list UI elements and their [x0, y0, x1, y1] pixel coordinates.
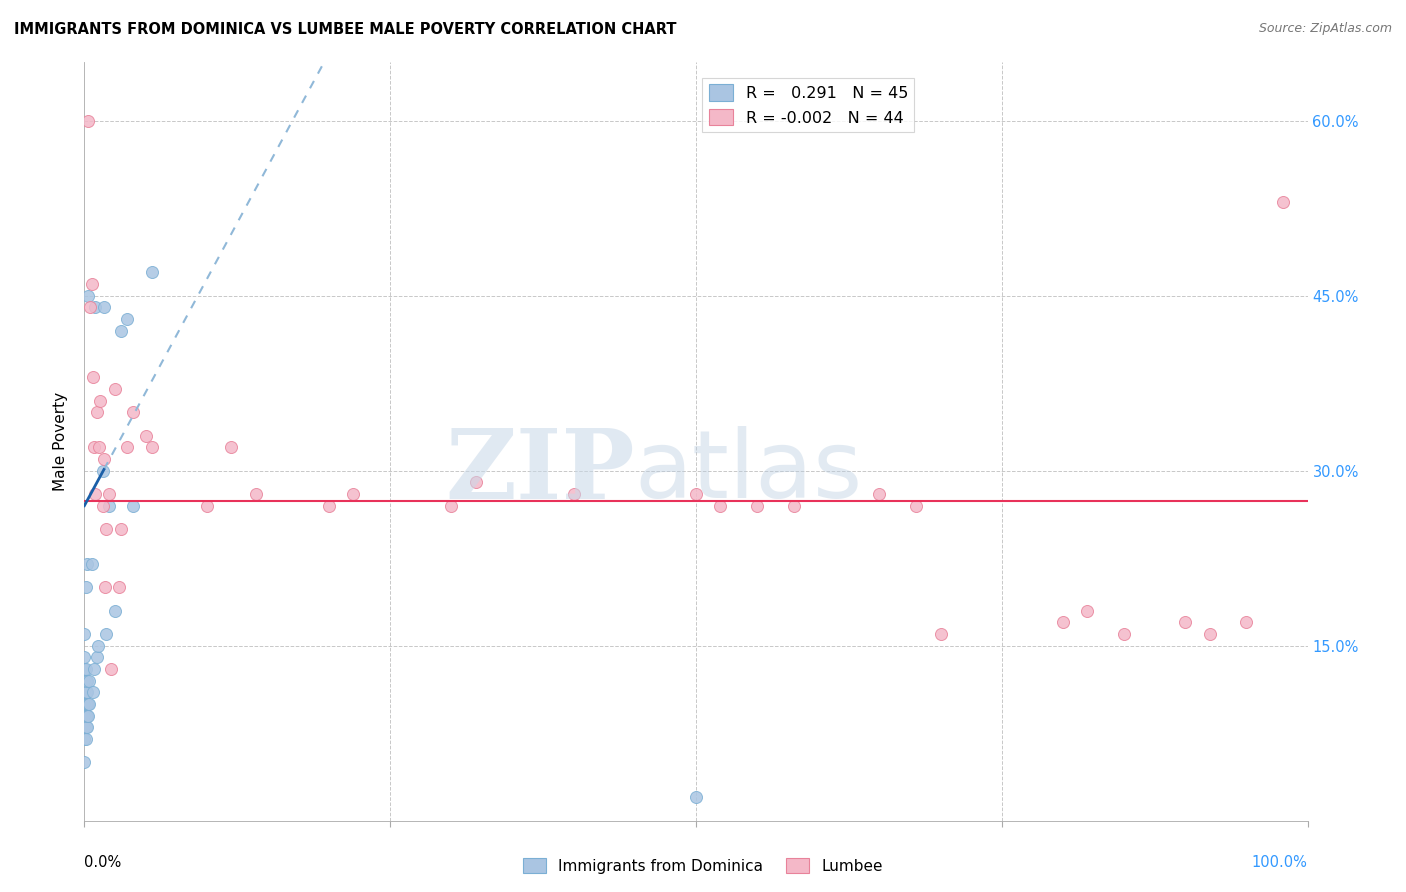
Point [77, 708, 100, 723]
Point [783, 499, 806, 513]
Point [76, 720, 98, 734]
Point [80, 277, 103, 291]
Point [97, 487, 120, 501]
Point [73, 731, 96, 746]
Point [1198, 627, 1220, 641]
Point [73, 650, 96, 665]
Point [77, 673, 100, 688]
Point [562, 487, 585, 501]
Point [1076, 604, 1098, 618]
Point [89, 393, 111, 408]
Point [77, 113, 100, 128]
Point [219, 441, 242, 455]
Point [135, 428, 157, 442]
Text: atlas: atlas [636, 425, 863, 518]
Y-axis label: Male Poverty: Male Poverty [53, 392, 69, 491]
Text: 0.0%: 0.0% [84, 855, 121, 870]
Point [747, 499, 769, 513]
Point [94, 580, 117, 594]
Point [73, 662, 96, 676]
Point [76, 685, 98, 699]
Point [245, 487, 267, 501]
Point [91, 464, 114, 478]
Point [84, 301, 107, 315]
Point [75, 685, 97, 699]
Point [83, 441, 105, 455]
Point [110, 522, 132, 536]
Point [75, 697, 97, 711]
Point [1052, 615, 1074, 630]
Point [86, 650, 108, 665]
Text: 100.0%: 100.0% [1251, 855, 1308, 870]
Point [97, 499, 120, 513]
Point [84, 487, 107, 501]
Point [76, 708, 98, 723]
Point [73, 685, 96, 699]
Point [141, 265, 163, 279]
Point [96, 522, 118, 536]
Point [73, 627, 96, 641]
Point [115, 441, 138, 455]
Legend: Immigrants from Dominica, Lumbee: Immigrants from Dominica, Lumbee [517, 852, 889, 880]
Point [93, 301, 115, 315]
Point [195, 499, 218, 513]
Point [122, 405, 145, 419]
Point [76, 673, 98, 688]
Point [440, 499, 463, 513]
Point [73, 673, 96, 688]
Point [75, 673, 97, 688]
Point [104, 604, 127, 618]
Point [685, 487, 707, 501]
Point [76, 557, 98, 571]
Point [929, 627, 952, 641]
Point [342, 487, 364, 501]
Point [107, 580, 129, 594]
Point [75, 708, 97, 723]
Point [141, 441, 163, 455]
Legend: R =   0.291   N = 45, R = -0.002   N = 44: R = 0.291 N = 45, R = -0.002 N = 44 [703, 78, 914, 132]
Point [75, 580, 97, 594]
Point [110, 324, 132, 338]
Point [1236, 615, 1258, 630]
Point [73, 697, 96, 711]
Point [86, 405, 108, 419]
Text: ZIP: ZIP [446, 425, 636, 519]
Point [905, 499, 928, 513]
Point [464, 475, 486, 490]
Point [75, 731, 97, 746]
Point [73, 756, 96, 770]
Point [73, 720, 96, 734]
Point [100, 662, 122, 676]
Point [122, 499, 145, 513]
Point [93, 452, 115, 467]
Point [80, 557, 103, 571]
Point [709, 499, 731, 513]
Point [87, 441, 110, 455]
Point [87, 639, 110, 653]
Point [115, 312, 138, 326]
Point [685, 790, 707, 805]
Point [869, 487, 891, 501]
Point [77, 697, 100, 711]
Point [1114, 627, 1136, 641]
Point [82, 685, 104, 699]
Point [77, 289, 100, 303]
Point [83, 662, 105, 676]
Point [82, 370, 104, 384]
Point [1174, 615, 1197, 630]
Point [318, 499, 340, 513]
Point [96, 627, 118, 641]
Point [91, 499, 114, 513]
Text: IMMIGRANTS FROM DOMINICA VS LUMBEE MALE POVERTY CORRELATION CHART: IMMIGRANTS FROM DOMINICA VS LUMBEE MALE … [14, 22, 676, 37]
Point [73, 708, 96, 723]
Point [104, 382, 127, 396]
Point [76, 697, 98, 711]
Point [75, 720, 97, 734]
Point [75, 662, 97, 676]
Text: Source: ZipAtlas.com: Source: ZipAtlas.com [1258, 22, 1392, 36]
Point [1272, 195, 1295, 210]
Point [77, 697, 100, 711]
Point [79, 301, 101, 315]
